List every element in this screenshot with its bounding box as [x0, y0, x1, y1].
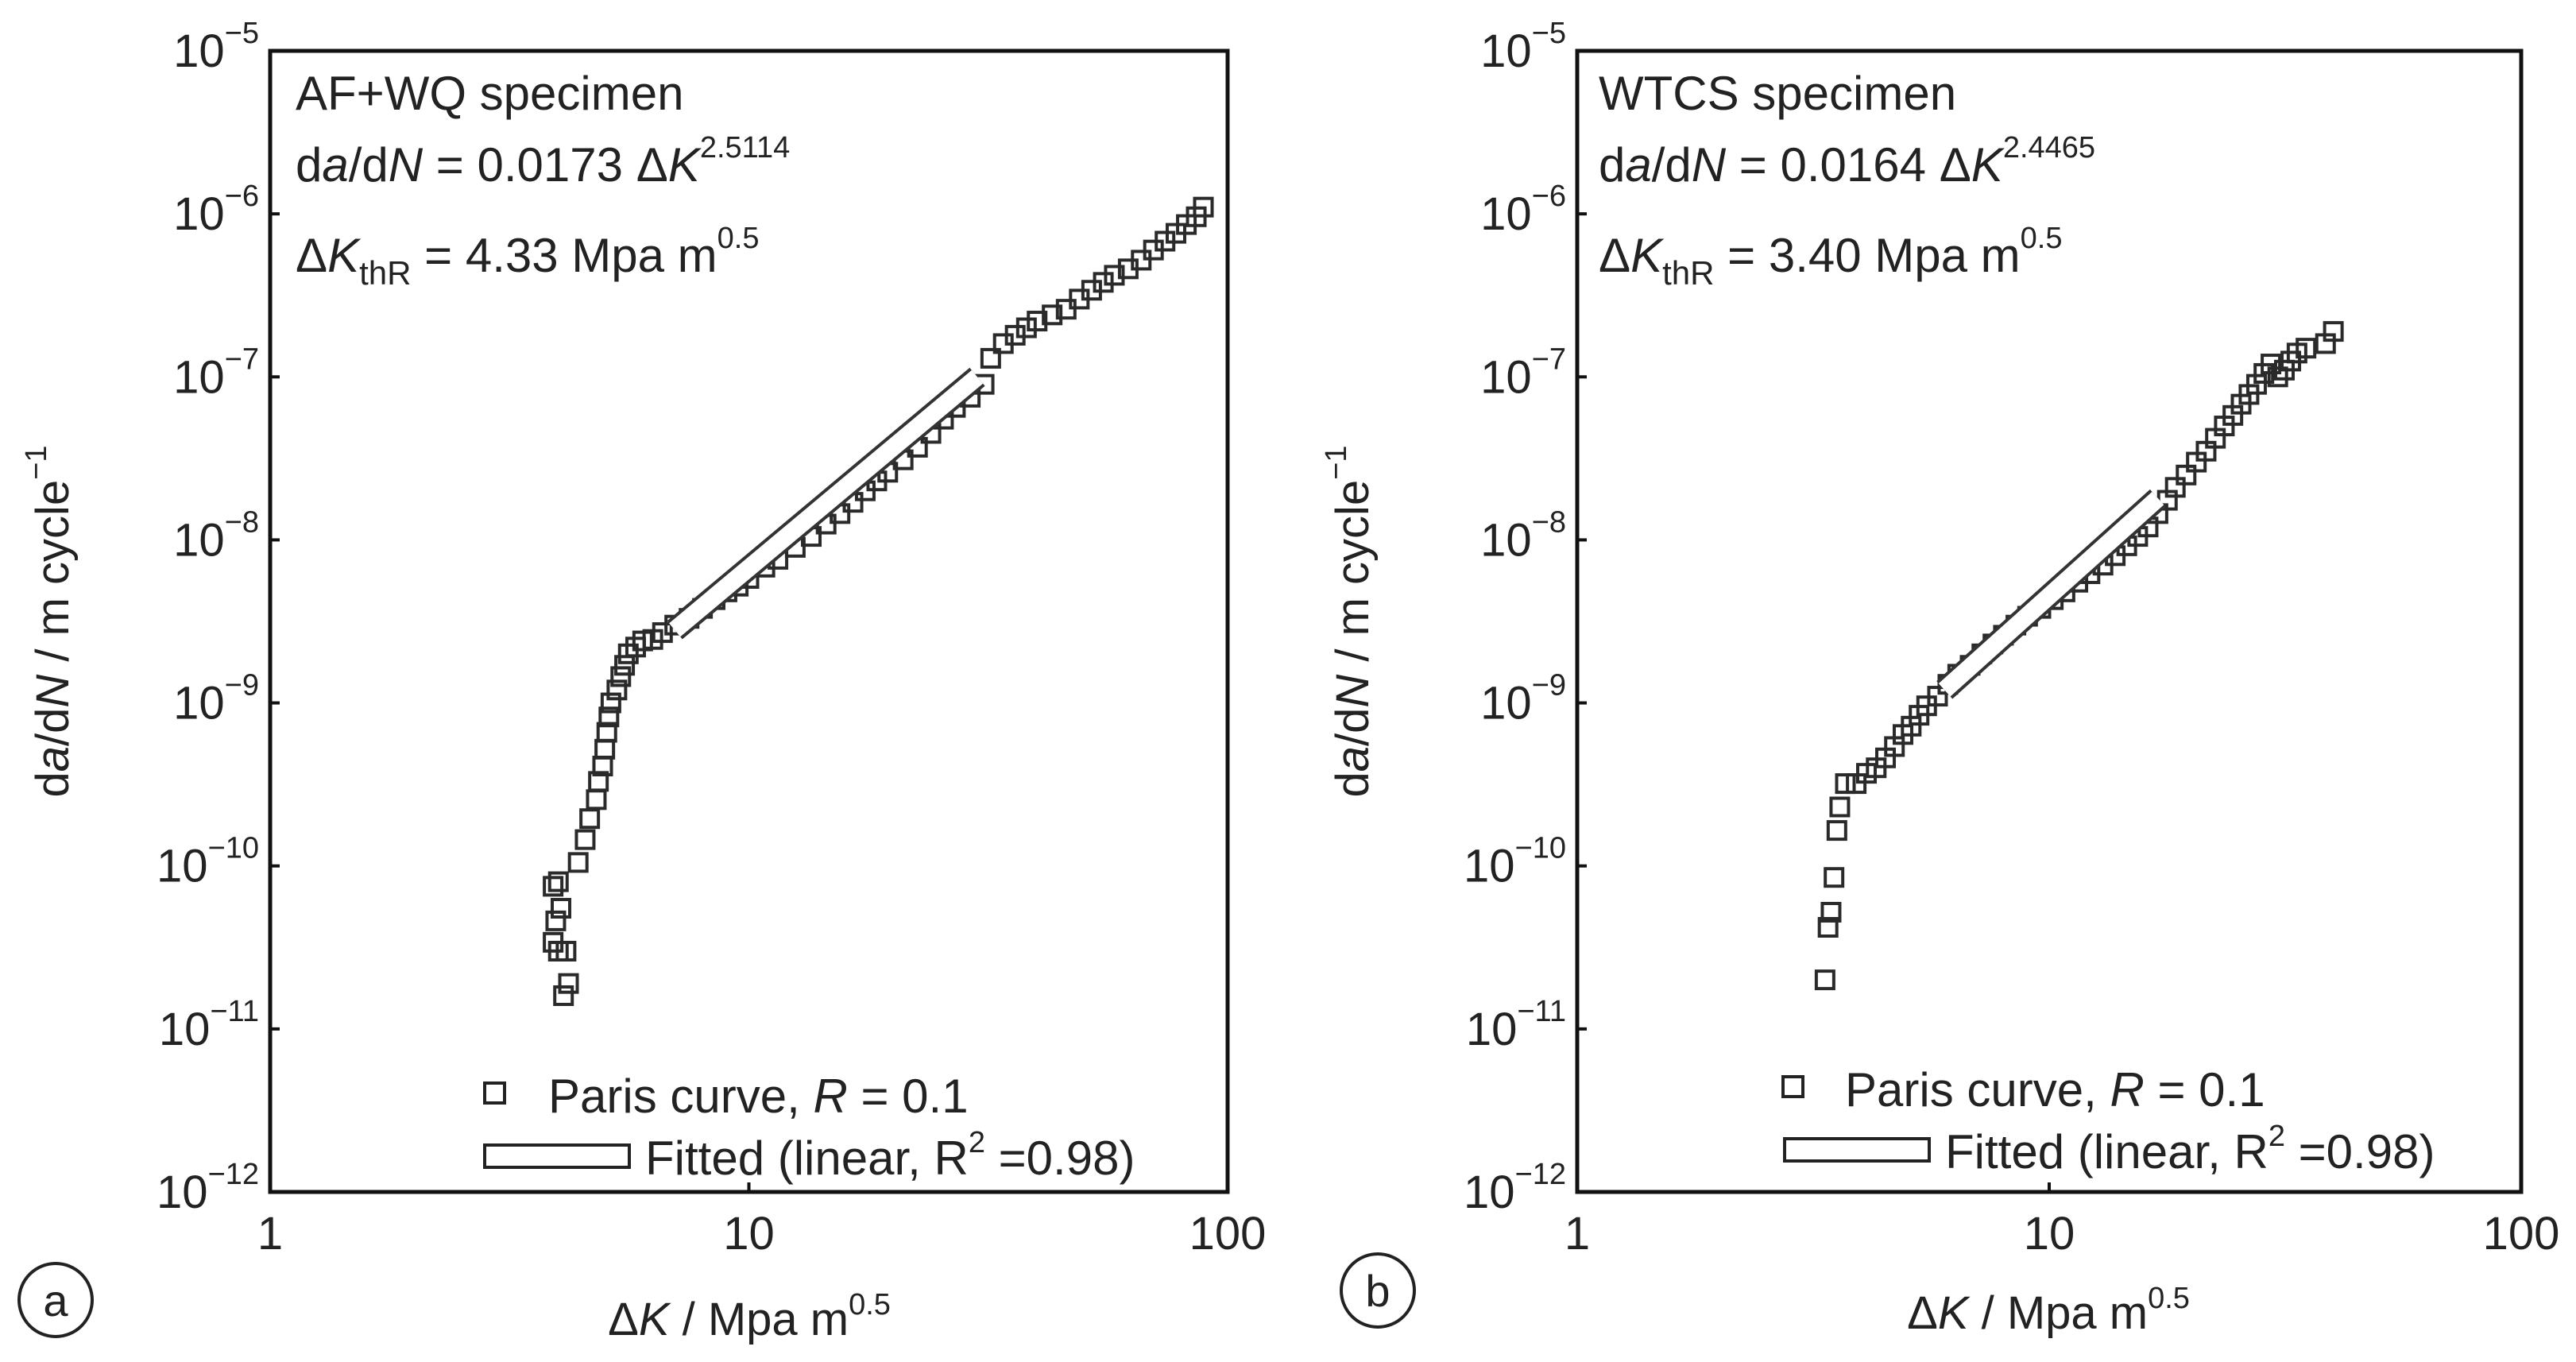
- x-tick-label: 1: [257, 1208, 283, 1259]
- data-point: [606, 679, 628, 701]
- specimen-title: AF+WQ specimen: [296, 67, 683, 120]
- data-point: [1817, 917, 1839, 938]
- x-tick-labels: 1 10 100: [1565, 1182, 2560, 1259]
- x-tick-labels: 1 10 100: [257, 1182, 1267, 1259]
- data-points: [543, 196, 1214, 1006]
- legend-fitted-label: Fitted (linear, R2 =0.98): [645, 1126, 1135, 1185]
- data-point: [588, 771, 609, 792]
- y-tick-label: 10−10: [157, 832, 259, 892]
- legend-paris-label: Paris curve, R = 0.1: [1845, 1063, 2265, 1116]
- data-point: [1814, 969, 1835, 991]
- y-tick-label: 10−9: [173, 669, 259, 729]
- data-point: [2323, 321, 2344, 342]
- y-tick-label: 10−7: [1480, 342, 1566, 403]
- y-tick-label: 10−12: [157, 1158, 259, 1218]
- panel-label-circle: [1340, 1252, 1416, 1329]
- y-axis-label: da/dN / m cycle−1: [20, 445, 79, 797]
- data-point: [586, 789, 607, 811]
- data-point: [1826, 820, 1847, 842]
- y-tick-label: 10−10: [1464, 832, 1566, 892]
- data-point: [610, 666, 632, 687]
- legend-marker-bar: [1783, 1137, 1931, 1163]
- fitted-line-fill: [1938, 491, 2164, 697]
- x-tick-label: 10: [2024, 1208, 2075, 1259]
- data-point: [553, 985, 574, 1006]
- data-point: [614, 655, 636, 676]
- data-point: [1027, 311, 1048, 332]
- data-point: [1927, 686, 1948, 707]
- y-tick-label: 10−11: [159, 995, 259, 1055]
- y-tick-labels: 10−12 10−11 10−10 10−9 10−8 10−7 10−6 10−5: [157, 17, 280, 1218]
- data-point: [1015, 317, 1037, 339]
- y-axis-label: da/dN / m cycle−1: [1320, 445, 1379, 797]
- panel-label-b: b: [1365, 1266, 1390, 1316]
- data-points: [1814, 321, 2344, 991]
- paris-equation: da/dN = 0.0173 ΔK2.5114: [296, 131, 790, 192]
- data-point: [980, 347, 1001, 369]
- y-tick-label: 10−8: [1480, 505, 1566, 566]
- data-point: [594, 738, 616, 760]
- legend: Paris curve, R = 0.1 Fitted (linear, R2 …: [1781, 1063, 2435, 1178]
- y-tick-label: 10−5: [173, 17, 259, 77]
- specimen-title: WTCS specimen: [1599, 67, 1956, 120]
- paris-equation: da/dN = 0.0164 ΔK2.4465: [1599, 131, 2095, 192]
- threshold-value: ΔKthR = 4.33 Mpa m0.5: [296, 222, 760, 292]
- y-tick-label: 10−8: [173, 505, 259, 566]
- y-tick-label: 10−5: [1480, 17, 1566, 77]
- x-axis-label: ΔK / Mpa m0.5: [608, 1288, 891, 1345]
- panel-label-circle: [17, 1262, 94, 1338]
- legend: Paris curve, R = 0.1 Fitted (linear, R2 …: [483, 1070, 1135, 1185]
- data-point: [2261, 354, 2282, 375]
- data-point: [1824, 867, 1845, 888]
- y-tick-label: 10−12: [1464, 1158, 1566, 1218]
- data-point: [555, 940, 577, 962]
- fitted-line-fill: [669, 370, 984, 637]
- data-point: [2164, 477, 2186, 498]
- legend-marker-square: [1781, 1075, 1804, 1098]
- data-point: [2267, 366, 2288, 388]
- x-tick-label: 10: [723, 1208, 775, 1259]
- x-tick-label: 100: [2483, 1208, 2560, 1259]
- data-point: [543, 876, 564, 897]
- legend-marker-square: [483, 1081, 506, 1105]
- data-point: [1093, 272, 1114, 293]
- legend-marker-bar: [483, 1143, 631, 1169]
- data-point: [567, 852, 589, 873]
- legend-paris-label: Paris curve, R = 0.1: [548, 1070, 969, 1123]
- data-point: [1829, 796, 1851, 818]
- panel-label-a: a: [43, 1275, 68, 1325]
- y-tick-label: 10−7: [173, 342, 259, 403]
- data-point: [1104, 265, 1125, 286]
- data-point: [2296, 338, 2317, 359]
- data-point: [550, 897, 571, 919]
- data-point: [598, 706, 620, 728]
- data-point: [547, 871, 569, 892]
- y-tick-labels: 10−12 10−11 10−10 10−9 10−8 10−7 10−6 10−5: [1464, 17, 1587, 1218]
- threshold-value: ΔKthR = 3.40 Mpa m0.5: [1599, 222, 2063, 292]
- data-point: [1042, 304, 1063, 326]
- data-point: [1835, 773, 1856, 795]
- data-point: [579, 808, 601, 830]
- data-point: [596, 722, 617, 743]
- y-tick-label: 10−6: [1480, 180, 1566, 240]
- legend-fitted-label: Fitted (linear, R2 =0.98): [1945, 1120, 2435, 1178]
- data-point: [558, 973, 579, 994]
- x-tick-label: 100: [1189, 1208, 1267, 1259]
- data-point: [545, 910, 567, 931]
- data-point: [600, 692, 621, 714]
- y-tick-label: 10−11: [1466, 995, 1566, 1055]
- data-point: [1193, 196, 1214, 218]
- x-tick-label: 1: [1565, 1208, 1590, 1259]
- data-point: [1820, 901, 1842, 923]
- data-point: [574, 829, 596, 850]
- y-tick-label: 10−6: [173, 180, 259, 240]
- x-axis-label: ΔK / Mpa m0.5: [1907, 1282, 2190, 1339]
- y-tick-label: 10−9: [1480, 669, 1566, 729]
